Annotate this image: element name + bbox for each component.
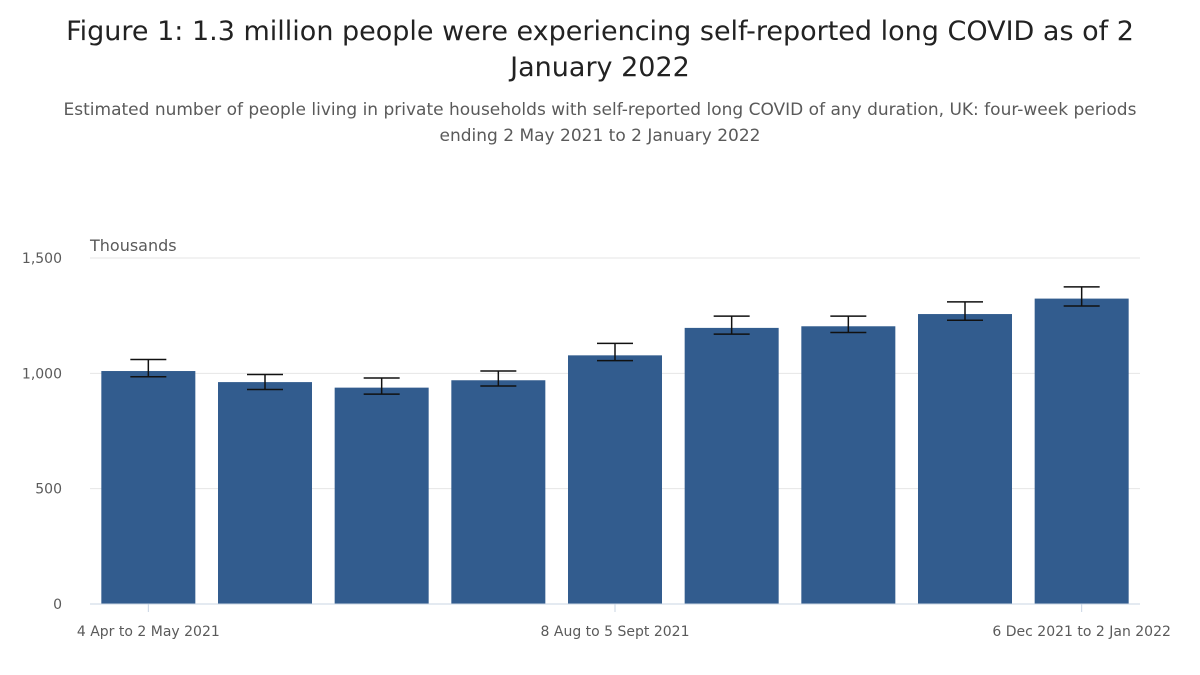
bar — [218, 382, 312, 604]
bar — [1034, 298, 1129, 604]
y-axis-tick-labels: 0 500 1,000 1,500 — [22, 251, 62, 613]
x-tick-label: 6 Dec 2021 to 2 Jan 2022 — [992, 624, 1171, 640]
bar — [334, 387, 429, 604]
bar — [918, 314, 1012, 604]
y-tick-label: 1,500 — [22, 251, 62, 267]
x-tick-label: 8 Aug to 5 Sept 2021 — [541, 624, 690, 640]
bar — [568, 355, 662, 604]
y-tick-label: 1,000 — [22, 366, 62, 382]
chart-subtitle: Estimated number of people living in pri… — [63, 100, 1137, 146]
x-axis-ticks: 4 Apr to 2 May 2021 8 Aug to 5 Sept 2021 6… — [77, 604, 1171, 640]
bar — [451, 380, 546, 604]
bar — [101, 371, 196, 604]
bar — [801, 326, 896, 604]
bar — [684, 327, 779, 604]
y-tick-label: 500 — [35, 482, 62, 498]
y-tick-label: 0 — [53, 597, 62, 613]
bars — [101, 298, 1129, 604]
error-bars — [130, 286, 1100, 395]
chart-title: Figure 1: 1.3 million people were experi… — [66, 16, 1134, 83]
y-axis-label: Thousands — [89, 236, 177, 255]
x-tick-label: 4 Apr to 2 May 2021 — [77, 624, 220, 640]
